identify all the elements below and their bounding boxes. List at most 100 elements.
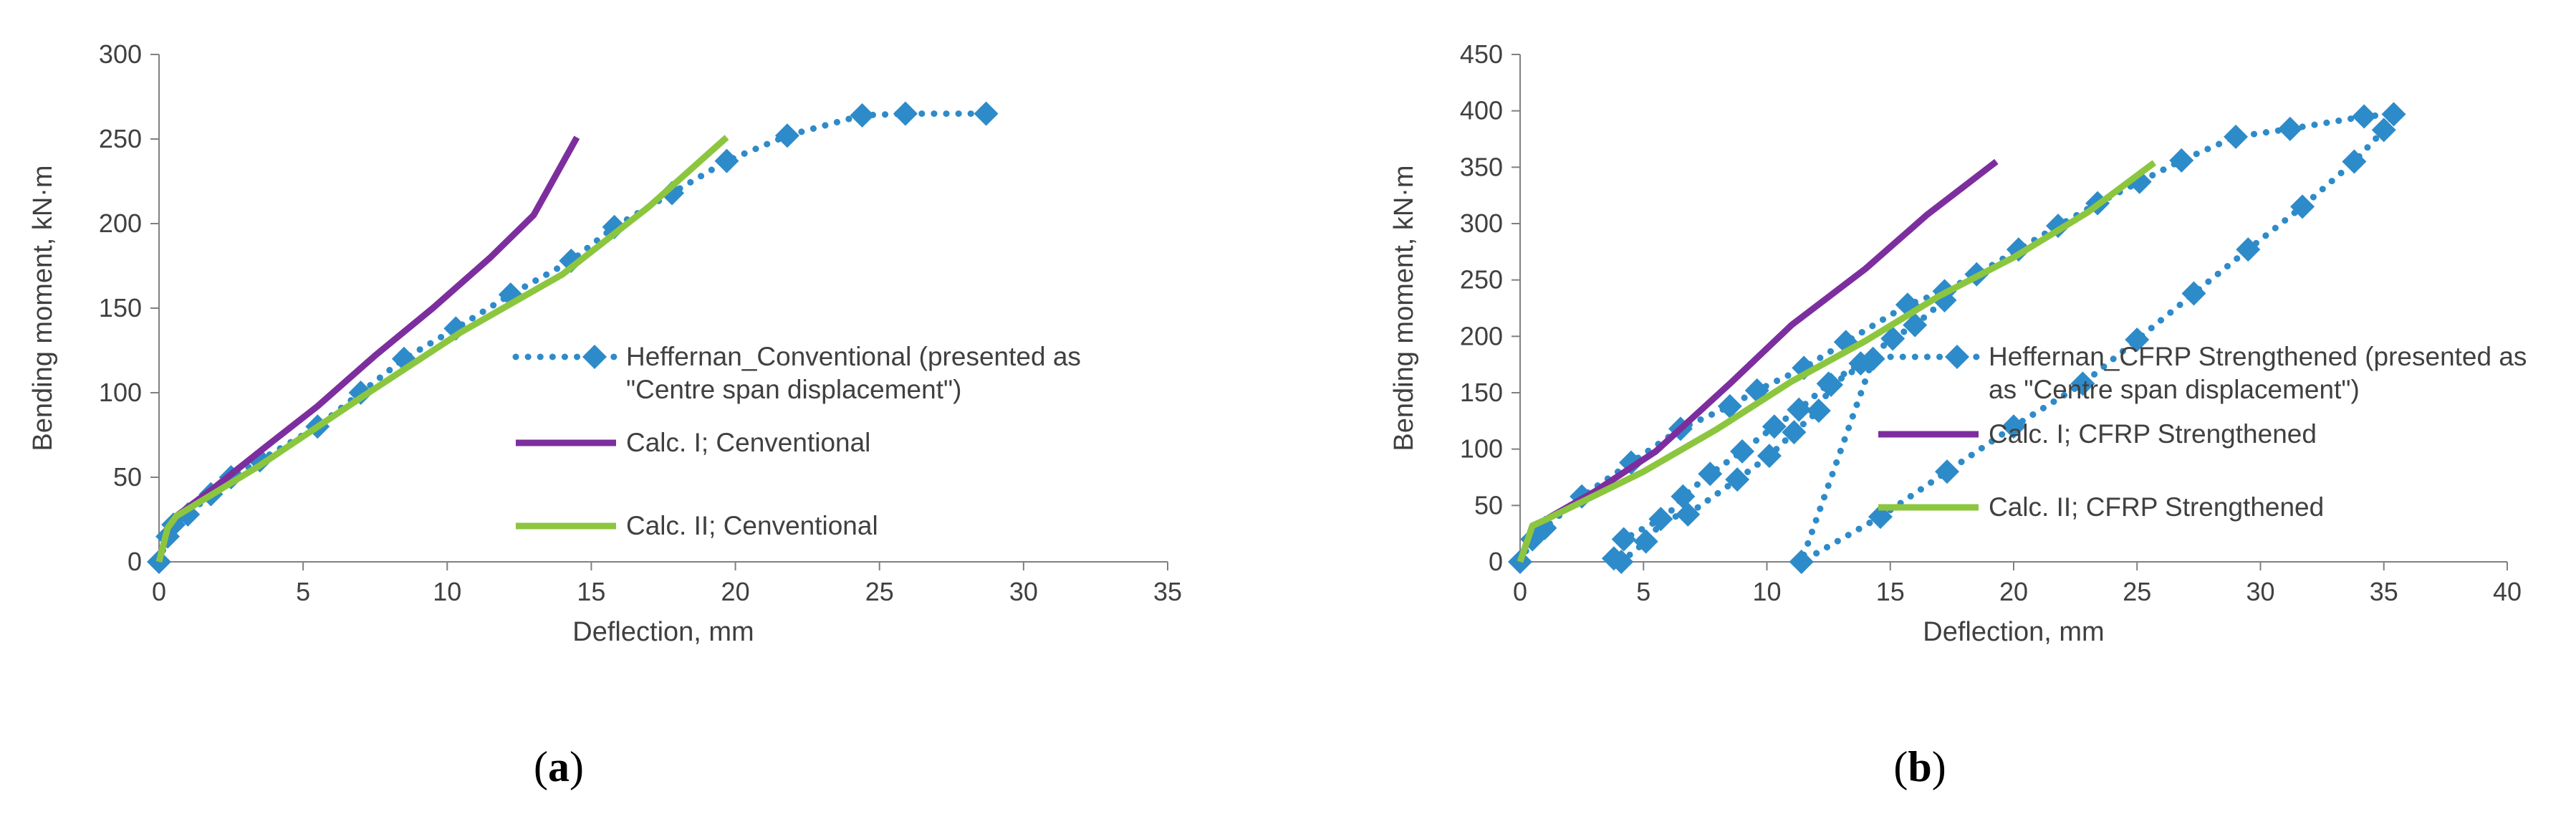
- data-point-marker: [2371, 118, 2396, 143]
- panel-label-open: (: [1893, 743, 1908, 790]
- data-point-marker: [1762, 414, 1787, 439]
- y-tick-label: 200: [99, 209, 142, 238]
- data-point-marker: [1717, 393, 1742, 419]
- legend-marker-sample: [1945, 345, 1969, 369]
- x-tick-label: 30: [2246, 577, 2274, 606]
- y-tick-label: 150: [1460, 378, 1503, 407]
- x-tick-label: 35: [1153, 577, 1182, 606]
- data-point-marker: [2290, 194, 2315, 219]
- y-tick-label: 250: [99, 124, 142, 153]
- chart-panel-b: 0 50 100 150 200 250 300 350 400 450 0 5 10 15 20 25 30 3…: [1389, 39, 2527, 790]
- data-point-marker: [2381, 102, 2406, 127]
- data-point-marker: [1816, 371, 1841, 396]
- data-point-marker: [1787, 397, 1812, 422]
- data-point-marker: [1806, 398, 1831, 424]
- data-point-marker: [1903, 312, 1928, 338]
- data-point-marker: [1648, 507, 1673, 532]
- data-point-marker: [1848, 351, 1873, 376]
- x-tick-label: 25: [2123, 577, 2151, 606]
- series-line-calc-1: [155, 135, 580, 563]
- legend-entry-label: "Centre span displacement"): [626, 375, 961, 404]
- data-point-marker: [2352, 104, 2377, 129]
- y-axis-label: Bending moment, kN·m: [28, 165, 58, 451]
- legend-entry-label: Calc. I; Cenventional: [626, 428, 870, 457]
- y-tick-label: 200: [1460, 321, 1503, 350]
- x-tick-label: 0: [1513, 577, 1527, 606]
- legend-entry-label: Heffernan_Conventional (presented as: [626, 342, 1081, 371]
- data-point-marker: [1676, 502, 1701, 527]
- data-point-marker: [2070, 371, 2095, 396]
- x-tick-label: 15: [1876, 577, 1905, 606]
- y-tick-label: 250: [1460, 265, 1503, 295]
- data-point-marker: [1880, 326, 1905, 351]
- panel-label: (b): [1893, 743, 1946, 790]
- y-tick-label: 400: [1460, 96, 1503, 125]
- data-point-marker: [1868, 505, 1893, 530]
- data-point-marker: [774, 123, 799, 148]
- data-point-marker: [2236, 237, 2261, 262]
- series-line-heffernan: [155, 110, 990, 565]
- data-point-marker: [1789, 550, 1814, 574]
- data-point-marker: [1782, 420, 1807, 445]
- y-tick-label: 300: [99, 39, 142, 69]
- y-tick-label: 350: [1460, 152, 1503, 181]
- data-point-marker: [714, 148, 739, 173]
- series-line-calc-2: [155, 135, 729, 563]
- series-line-calc-2: [1517, 160, 2157, 563]
- x-tick-label: 5: [1636, 577, 1650, 606]
- x-tick-label: 40: [2493, 577, 2522, 606]
- y-axis-label: Bending moment, kN·m: [1389, 165, 1419, 451]
- data-point-marker: [1698, 462, 1723, 487]
- x-tick-label: 35: [2370, 577, 2398, 606]
- x-tick-label: 20: [1999, 577, 2028, 606]
- x-axis-label: Deflection, mm: [572, 617, 754, 647]
- data-point-marker: [2224, 124, 2249, 149]
- chart-panel-a: 0 50 100 150 200 250 300 0 5 10 15 20 25 30 35 Deflecti…: [28, 39, 1182, 790]
- x-tick-label: 5: [296, 577, 310, 606]
- legend-entry-label: Calc. II; CFRP Strengthened: [1989, 492, 2324, 522]
- y-tick-label: 300: [1460, 209, 1503, 238]
- data-point-marker: [974, 101, 999, 126]
- data-point-marker: [1756, 444, 1782, 469]
- x-tick-label: 10: [433, 577, 461, 606]
- panel-label-open: (: [534, 743, 548, 790]
- y-tick-label: 450: [1460, 39, 1503, 69]
- data-point-marker: [1671, 484, 1696, 509]
- x-tick-label: 25: [865, 577, 894, 606]
- data-point-marker: [660, 181, 685, 206]
- data-point-marker: [2181, 281, 2206, 306]
- y-tick-label: 0: [128, 547, 142, 576]
- panel-label-close: ): [1932, 743, 1946, 790]
- y-tick-label: 100: [1460, 434, 1503, 464]
- panel-label: (a): [534, 743, 584, 790]
- panel-label-letter: b: [1908, 743, 1931, 790]
- y-tick-label: 50: [113, 462, 142, 492]
- legend-entry-label: Calc. II; Cenventional: [626, 511, 878, 540]
- y-tick-label: 100: [99, 378, 142, 407]
- data-point-marker: [893, 101, 918, 126]
- data-point-marker: [1730, 439, 1755, 464]
- data-point-marker: [2001, 414, 2026, 439]
- x-tick-label: 10: [1752, 577, 1781, 606]
- series-line-calc-1: [1517, 158, 1999, 563]
- data-point-marker: [1725, 467, 1750, 492]
- y-tick-label: 150: [99, 293, 142, 322]
- data-point-marker: [2342, 149, 2367, 174]
- data-point-marker: [1934, 459, 1959, 484]
- legend-marker-sample: [582, 345, 607, 369]
- data-point-marker: [1633, 529, 1658, 554]
- data-point-marker: [850, 102, 875, 128]
- x-tick-label: 0: [152, 577, 166, 606]
- x-axis-label: Deflection, mm: [1923, 617, 2104, 647]
- data-point-marker: [1611, 527, 1636, 552]
- data-point-marker: [2125, 327, 2150, 353]
- x-tick-label: 20: [721, 577, 750, 606]
- data-point-marker: [1609, 550, 1634, 574]
- panel-label-close: ): [569, 743, 584, 790]
- data-point-marker: [2277, 116, 2302, 141]
- x-tick-label: 15: [577, 577, 605, 606]
- x-tick-label: 30: [1009, 577, 1038, 606]
- y-tick-label: 50: [1474, 490, 1503, 520]
- panel-label-letter: a: [548, 743, 569, 790]
